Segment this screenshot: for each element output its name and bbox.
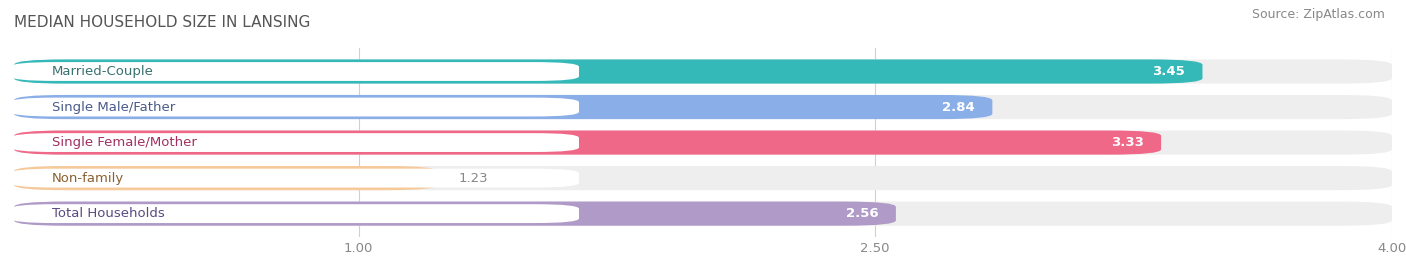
FancyBboxPatch shape [14, 201, 896, 226]
FancyBboxPatch shape [14, 201, 1392, 226]
FancyBboxPatch shape [11, 133, 579, 152]
FancyBboxPatch shape [11, 204, 579, 223]
Text: 2.84: 2.84 [942, 101, 976, 114]
Text: 3.45: 3.45 [1153, 65, 1185, 78]
Text: 2.56: 2.56 [846, 207, 879, 220]
Text: MEDIAN HOUSEHOLD SIZE IN LANSING: MEDIAN HOUSEHOLD SIZE IN LANSING [14, 15, 311, 30]
FancyBboxPatch shape [14, 95, 993, 119]
Text: Married-Couple: Married-Couple [52, 65, 153, 78]
Text: 1.23: 1.23 [458, 172, 488, 185]
FancyBboxPatch shape [14, 59, 1392, 84]
FancyBboxPatch shape [14, 166, 1392, 190]
FancyBboxPatch shape [11, 62, 579, 81]
FancyBboxPatch shape [14, 130, 1161, 155]
Text: Non-family: Non-family [52, 172, 124, 185]
FancyBboxPatch shape [14, 166, 437, 190]
Text: Single Male/Father: Single Male/Father [52, 101, 176, 114]
FancyBboxPatch shape [11, 98, 579, 116]
FancyBboxPatch shape [14, 59, 1202, 84]
FancyBboxPatch shape [11, 169, 579, 187]
Text: Source: ZipAtlas.com: Source: ZipAtlas.com [1251, 8, 1385, 21]
Text: Total Households: Total Households [52, 207, 165, 220]
FancyBboxPatch shape [14, 95, 1392, 119]
Text: Single Female/Mother: Single Female/Mother [52, 136, 197, 149]
FancyBboxPatch shape [14, 130, 1392, 155]
Text: 3.33: 3.33 [1111, 136, 1144, 149]
